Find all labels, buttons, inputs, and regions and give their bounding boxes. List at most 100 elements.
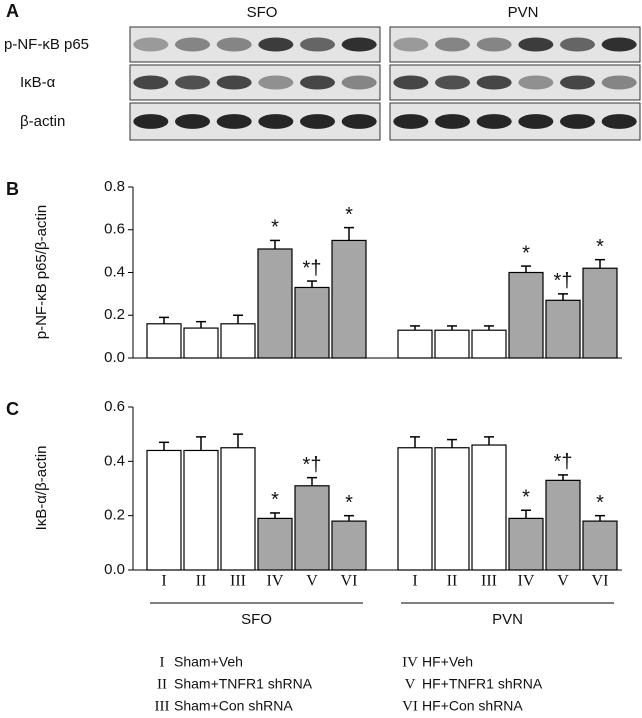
blot-band [341, 114, 377, 129]
blot-panel [129, 64, 381, 101]
blot-band [341, 37, 377, 52]
x-tick-label: VI [592, 573, 609, 590]
legend-label: HF+TNFR1 shRNA [422, 676, 543, 692]
bar [434, 447, 470, 571]
x-tick-label: V [306, 573, 318, 590]
significance: * [522, 242, 530, 264]
blot-band [476, 37, 512, 52]
blot-band [216, 75, 252, 90]
blot-band [435, 114, 470, 129]
significance: * [596, 236, 604, 258]
y-tick-label: 0.0 [104, 349, 125, 366]
blot-band [133, 114, 169, 129]
x-tick-label: V [557, 573, 569, 590]
blot-band [560, 37, 595, 52]
blot-row-label: β-actin [20, 113, 65, 130]
x-tick-label: IV [267, 573, 284, 590]
blot-band [393, 75, 429, 90]
bar [545, 299, 581, 359]
blot-panel [129, 102, 381, 141]
legend-label: HF+Veh [422, 654, 473, 670]
bar [397, 329, 433, 359]
significance: * [271, 217, 279, 239]
blot-band [175, 114, 210, 129]
bar [582, 520, 618, 571]
blot-band [560, 114, 595, 129]
y-tick-label: 0.2 [104, 306, 125, 323]
x-tick-label: II [196, 573, 207, 590]
blot-panel [389, 26, 641, 63]
blot-band [476, 75, 512, 90]
bar [146, 323, 182, 359]
y-tick-label: 0.2 [104, 507, 125, 524]
panel-label: C [6, 399, 19, 419]
x-tick-label: II [447, 573, 458, 590]
bar [508, 517, 544, 571]
blot-band [601, 37, 637, 52]
x-tick-label: III [481, 573, 497, 590]
legend-numeral: IV [402, 654, 418, 670]
panel-label: A [6, 1, 19, 21]
y-tick-label: 0.0 [104, 561, 125, 578]
bar [294, 286, 330, 359]
legend-numeral: III [155, 698, 170, 714]
bar [220, 447, 256, 571]
blot-band [560, 75, 595, 90]
legend-label: Sham+TNFR1 shRNA [174, 676, 313, 692]
blot-panel [389, 64, 641, 101]
bar [397, 447, 433, 571]
blot-band [435, 37, 470, 52]
blot-band [175, 37, 210, 52]
bar [331, 239, 367, 359]
panel-label: B [6, 179, 19, 199]
significance: * [345, 204, 353, 226]
y-tick-label: 0.4 [104, 263, 125, 280]
y-tick-label: 0.8 [104, 178, 125, 195]
legend-numeral: VI [402, 698, 418, 714]
significance: *† [554, 451, 573, 473]
blot-band [300, 37, 335, 52]
bar [545, 479, 581, 571]
blot-band [476, 114, 512, 129]
bar [183, 449, 219, 571]
blot-panel [389, 102, 641, 141]
blot-band [258, 37, 294, 52]
y-tick-label: 0.6 [104, 398, 125, 415]
bar [434, 329, 470, 359]
y-tick-label: 0.6 [104, 221, 125, 238]
blot-band [133, 75, 169, 90]
blot-band [133, 37, 169, 52]
legend-label: Sham+Veh [174, 654, 243, 670]
x-tick-label: I [412, 573, 417, 590]
blot-row-label: p-NF-κB p65 [4, 36, 89, 53]
blot-band [258, 114, 294, 129]
blot-group: PVN [508, 4, 539, 21]
blot-band [175, 75, 210, 90]
blot-band [601, 75, 637, 90]
bar [257, 517, 293, 571]
bar [146, 449, 182, 571]
bar [471, 329, 507, 359]
bar [220, 323, 256, 359]
significance: *† [554, 270, 573, 292]
legend-label: HF+Con shRNA [422, 698, 523, 714]
blot-band [518, 114, 554, 129]
y-axis-label: p-NF-κB p65/β-actin [33, 205, 50, 340]
blot-panel [129, 26, 381, 63]
group-label: SFO [241, 611, 272, 628]
blot-band [518, 75, 554, 90]
significance: * [522, 487, 530, 509]
blot-band [393, 37, 429, 52]
blot-band [518, 37, 554, 52]
blot-band [216, 114, 252, 129]
blot-band [258, 75, 294, 90]
bar [331, 520, 367, 571]
significance: * [345, 492, 353, 514]
blot-band [435, 75, 470, 90]
bar [582, 267, 618, 359]
legend-numeral: II [157, 676, 167, 692]
blot-band [300, 114, 335, 129]
blot-band [300, 75, 335, 90]
x-tick-label: I [161, 573, 166, 590]
legend-numeral: V [405, 676, 416, 692]
